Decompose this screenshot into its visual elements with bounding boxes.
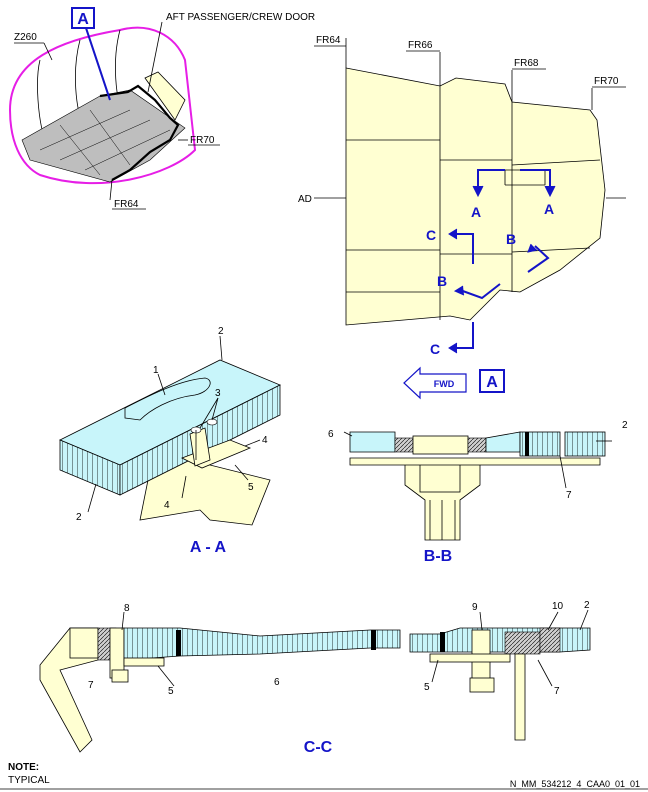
section-aa-drawing [59, 335, 281, 526]
section-aa-title: A - A [190, 539, 227, 556]
section-arrow-c2: C [430, 341, 440, 357]
section-arrow-b1: B [506, 231, 516, 247]
cc-item-8: 8 [124, 603, 130, 614]
bb-item-6: 6 [328, 429, 334, 440]
floor-panel-layout [314, 38, 626, 354]
fr64-label: FR64 [316, 35, 341, 46]
fr66-label: FR66 [408, 40, 433, 51]
fr68-label: FR68 [514, 58, 539, 69]
cc-item-6: 6 [274, 677, 280, 688]
cc-item-5-left: 5 [168, 686, 174, 697]
note-text: TYPICAL [8, 775, 50, 786]
drawing-reference: N_MM_534212_4_CAA0_01_01 [510, 779, 640, 789]
fwd-label: FWD [434, 379, 455, 389]
cc-item-7-right: 7 [554, 686, 560, 697]
aa-item-2-bottom: 2 [76, 512, 82, 523]
callout-a-label: A [77, 11, 89, 28]
section-cc-drawing [39, 609, 591, 753]
aa-item-2-top: 2 [218, 326, 224, 337]
fr70-locator-label: FR70 [190, 135, 215, 146]
section-bb-drawing [343, 431, 612, 541]
section-arrow-a1: A [471, 204, 481, 220]
section-arrow-b2: B [437, 273, 447, 289]
z260-label: Z260 [14, 32, 37, 43]
cc-item-10: 10 [552, 601, 564, 612]
fr64-locator-label: FR64 [114, 199, 139, 210]
bb-item-2: 2 [622, 420, 628, 431]
note-heading: NOTE: [8, 762, 39, 773]
cc-item-5-right: 5 [424, 682, 430, 693]
cc-item-2: 2 [584, 600, 590, 611]
cc-item-7-left: 7 [88, 680, 94, 691]
section-arrow-c1: C [426, 227, 436, 243]
cc-item-9: 9 [472, 602, 478, 613]
aa-item-5: 5 [248, 482, 254, 493]
view-a-label: A [486, 374, 498, 391]
ad-label: AD [298, 194, 312, 205]
section-cc-title: C-C [304, 739, 333, 756]
aa-item-4-right: 4 [262, 435, 268, 446]
aa-item-3: 3 [215, 388, 221, 399]
bb-item-7: 7 [566, 490, 572, 501]
fr70-label: FR70 [594, 76, 619, 87]
callout-a-leader [85, 27, 111, 101]
section-bb-title: B-B [424, 548, 452, 565]
callout-a-box [71, 7, 95, 29]
view-a-box [479, 369, 505, 393]
door-label: AFT PASSENGER/CREW DOOR [166, 12, 315, 23]
section-arrow-a2: A [544, 201, 554, 217]
aa-item-1: 1 [153, 365, 159, 376]
fwd-arrow-icon [403, 366, 467, 400]
aa-item-4-bottom: 4 [164, 500, 170, 511]
fuselage-locator-view [8, 21, 197, 201]
